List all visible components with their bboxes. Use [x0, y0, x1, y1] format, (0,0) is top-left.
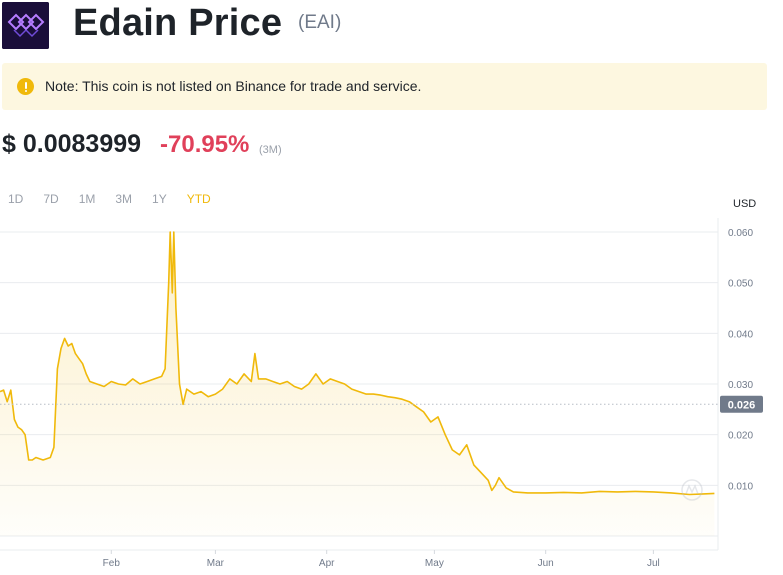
range-1m[interactable]: 1M	[78, 192, 96, 206]
note-text: Note: This coin is not listed on Binance…	[45, 78, 422, 94]
edain-logo-icon	[2, 2, 49, 49]
page-title: Edain Price	[73, 2, 283, 44]
x-tick-label: May	[425, 558, 444, 569]
watermark-icon	[681, 479, 703, 501]
change-period: (3M)	[259, 144, 282, 156]
listing-note: Note: This coin is not listed on Binance…	[2, 63, 767, 110]
y-tick-label: 0.060	[728, 228, 753, 239]
y-tick-label: 0.010	[728, 481, 753, 492]
y-tick-label: 0.040	[728, 329, 753, 340]
range-7d[interactable]: 7D	[43, 192, 59, 206]
range-selector: 1D 7D 1M 3M 1Y YTD	[8, 192, 231, 206]
current-price-label: 0.026	[728, 399, 756, 411]
y-tick-label: 0.030	[728, 380, 753, 391]
current-price-marker	[720, 395, 763, 413]
warning-icon	[17, 78, 34, 95]
x-tick-label: Mar	[207, 558, 225, 569]
range-1d[interactable]: 1D	[8, 192, 24, 206]
price-change: -70.95%	[160, 131, 250, 158]
price-line	[0, 231, 715, 496]
currency-label: USD	[733, 198, 756, 210]
price-area	[0, 232, 715, 536]
range-3m[interactable]: 3M	[115, 192, 133, 206]
x-tick-label: Jun	[538, 558, 554, 569]
x-tick-label: Jul	[647, 558, 660, 569]
x-tick-label: Feb	[103, 558, 121, 569]
current-price: $ 0.0083999	[2, 130, 142, 158]
y-tick-label: 0.050	[728, 279, 753, 290]
range-1y[interactable]: 1Y	[152, 192, 167, 206]
coin-symbol: (EAI)	[298, 12, 342, 33]
y-tick-label: 0.020	[728, 431, 753, 442]
coin-logo	[2, 2, 49, 49]
x-tick-label: Apr	[319, 558, 335, 569]
range-ytd[interactable]: YTD	[186, 192, 211, 206]
